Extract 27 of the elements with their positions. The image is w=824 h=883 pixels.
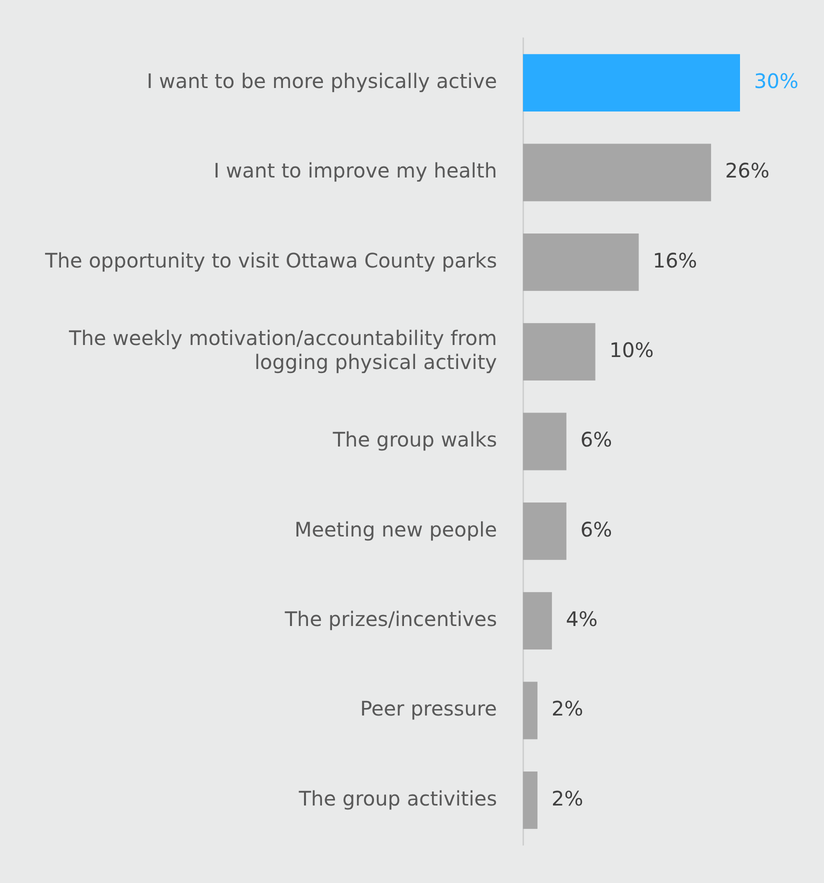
y-tick-label: Peer pressure: [360, 696, 497, 721]
data-label: 16%: [652, 248, 698, 272]
data-label: 30%: [754, 69, 798, 94]
bar: [523, 502, 566, 560]
data-label: 6%: [580, 517, 612, 542]
y-tick-label: The weekly motivation/accountability from logging physical activity: [68, 326, 498, 374]
y-tick-label: I want to improve my health: [214, 158, 497, 183]
bar: [523, 771, 538, 829]
y-tick-label: The group walks: [332, 428, 497, 452]
y-tick-label: Meeting new people: [294, 517, 497, 542]
bar: [523, 144, 712, 202]
bar: [523, 592, 552, 650]
data-label: 10%: [609, 338, 654, 362]
data-label: 2%: [551, 696, 584, 721]
y-tick-label: The opportunity to visit Ottawa County parks: [44, 248, 497, 272]
data-label: 6%: [580, 428, 612, 452]
bar: [523, 323, 596, 381]
bar: [523, 233, 639, 291]
data-label: 2%: [551, 786, 584, 810]
data-label: 26%: [725, 158, 770, 183]
bar: [523, 682, 538, 740]
y-tick-label: The group activities: [298, 786, 497, 810]
y-tick-label: I want to be more physically active: [146, 69, 497, 94]
data-label: 4%: [566, 607, 598, 632]
bar: [523, 54, 740, 112]
bar: [523, 412, 566, 470]
y-tick-label: The prizes/incentives: [284, 607, 497, 632]
